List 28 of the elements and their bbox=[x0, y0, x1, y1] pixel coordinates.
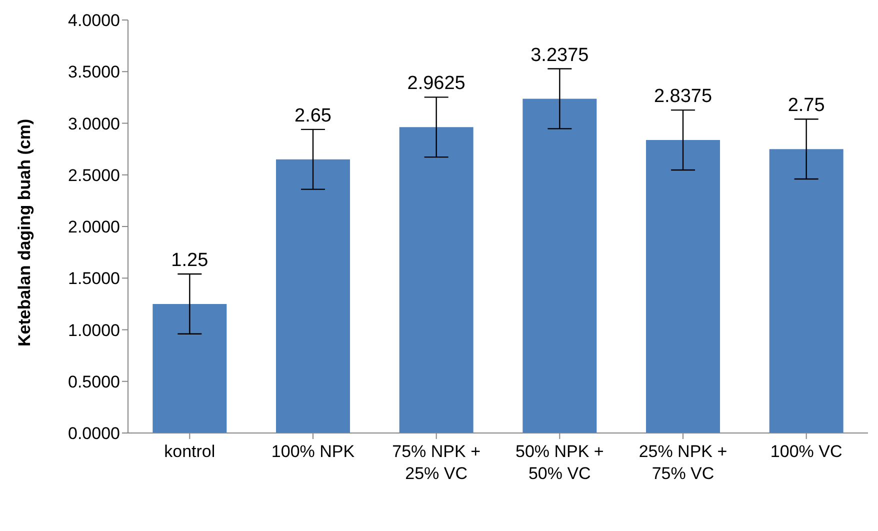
y-tick-label: 4.0000 bbox=[68, 11, 120, 30]
x-tick-label: 25% NPK + 75% VC bbox=[638, 442, 728, 483]
data-label: 3.2375 bbox=[530, 44, 589, 66]
data-label: 2.75 bbox=[788, 95, 825, 116]
y-tick-label: 2.5000 bbox=[68, 166, 120, 185]
x-tick-label: 75% NPK + 25% VC bbox=[392, 442, 481, 483]
y-tick-label: 0.5000 bbox=[68, 372, 120, 392]
y-tick-label: 0.0000 bbox=[68, 424, 120, 444]
y-tick-label: 2.0000 bbox=[68, 218, 120, 237]
bar bbox=[276, 159, 350, 433]
y-axis-title: Ketebalan daging buah (cm) bbox=[15, 118, 34, 346]
y-tick-label: 1.0000 bbox=[68, 320, 120, 340]
bar bbox=[399, 127, 474, 433]
data-label: 2.8375 bbox=[654, 86, 712, 108]
bar bbox=[152, 304, 227, 433]
bar bbox=[646, 140, 720, 433]
bar bbox=[522, 98, 597, 433]
y-tick-label: 3.5000 bbox=[68, 62, 120, 82]
data-label: 2.9625 bbox=[407, 73, 466, 94]
bar bbox=[769, 149, 844, 433]
y-tick-label: 1.5000 bbox=[68, 269, 120, 288]
data-label: 1.25 bbox=[171, 250, 208, 271]
x-tick-label: 100% NPK bbox=[271, 442, 356, 461]
y-tick-label: 3.0000 bbox=[68, 114, 120, 134]
x-tick-label: kontrol bbox=[164, 442, 216, 461]
data-label: 2.65 bbox=[294, 105, 332, 126]
x-tick-label: 50% NPK + 50% VC bbox=[515, 442, 604, 483]
x-tick-label: 100% VC bbox=[770, 442, 842, 461]
